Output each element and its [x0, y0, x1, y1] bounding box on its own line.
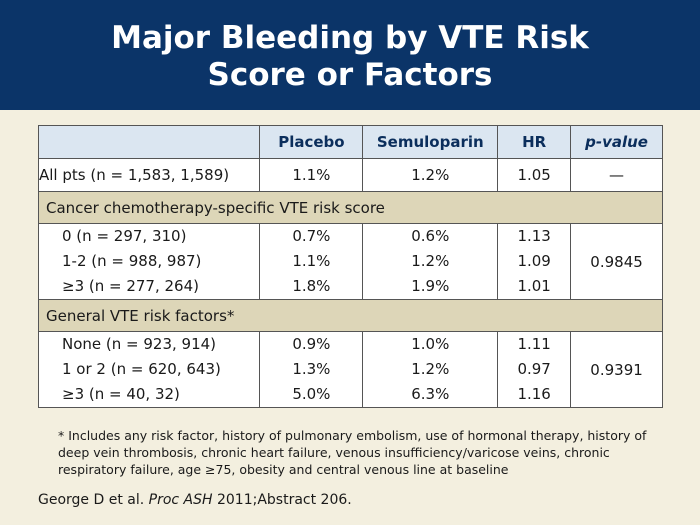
row-label: 1-2 (n = 988, 987): [62, 252, 202, 270]
section-header-row: General VTE risk factors*: [38, 299, 663, 332]
hr-cells: 1.11 0.97 1.16: [497, 331, 572, 408]
section-title: General VTE risk factors*: [38, 299, 663, 332]
semuloparin-cell: 1.2%: [362, 158, 499, 192]
semuloparin-value: 1.2%: [411, 360, 450, 378]
row-label: None (n = 923, 914): [62, 335, 217, 353]
placebo-value: 0.9%: [292, 335, 331, 353]
pvalue-cell: 0.9845: [570, 223, 663, 300]
semuloparin-value: 1.2%: [411, 252, 450, 270]
placebo-cells: 0.9% 1.3% 5.0%: [259, 331, 364, 408]
slide-title-line1: Major Bleeding by VTE Risk: [111, 20, 589, 56]
placebo-cells: 0.7% 1.1% 1.8%: [259, 223, 364, 300]
hr-cells: 1.13 1.09 1.01: [497, 223, 572, 300]
slide-title: Major Bleeding by VTE Risk Score or Fact…: [0, 0, 700, 110]
row-label: All pts (n = 1,583, 1,589): [37, 158, 261, 192]
hr-value: 1.11: [517, 335, 551, 353]
semuloparin-value: 1.9%: [411, 277, 450, 295]
slide-title-line2: Score or Factors: [207, 57, 493, 93]
citation: George D et al. Proc ASH 2011;Abstract 2…: [38, 492, 352, 508]
citation-authors: George D et al.: [38, 492, 149, 508]
semuloparin-value: 6.3%: [411, 385, 450, 403]
table-row-all: All pts (n = 1,583, 1,589) 1.1% 1.2% 1.0…: [37, 158, 663, 192]
row-label: ≥3 (n = 40, 32): [62, 385, 180, 403]
header-placebo: Placebo: [259, 125, 364, 159]
placebo-cell: 1.1%: [259, 158, 364, 192]
row-labels: None (n = 923, 914) 1 or 2 (n = 620, 643…: [37, 331, 261, 408]
row-label: 1 or 2 (n = 620, 643): [62, 360, 221, 378]
placebo-value: 1.8%: [292, 277, 331, 295]
hr-value: 1.16: [517, 385, 551, 403]
semuloparin-cells: 1.0% 1.2% 6.3%: [362, 331, 499, 408]
row-labels: 0 (n = 297, 310) 1-2 (n = 988, 987) ≥3 (…: [37, 223, 261, 300]
placebo-value: 1.1%: [292, 252, 331, 270]
semuloparin-value: 1.0%: [411, 335, 450, 353]
row-label: ≥3 (n = 277, 264): [62, 277, 199, 295]
hr-value: 1.09: [517, 252, 551, 270]
placebo-value: 1.3%: [292, 360, 331, 378]
footnote: * Includes any risk factor, history of p…: [58, 428, 647, 477]
semuloparin-value: 0.6%: [411, 227, 450, 245]
hr-value: 1.13: [517, 227, 551, 245]
placebo-value: 5.0%: [292, 385, 331, 403]
hr-cell: 1.05: [497, 158, 572, 192]
hr-value: 1.01: [517, 277, 551, 295]
citation-detail: 2011;Abstract 206.: [212, 492, 352, 508]
pvalue-cell: 0.9391: [570, 331, 663, 408]
header-empty: [37, 125, 261, 159]
header-pvalue: p-value: [570, 125, 663, 159]
table-header-row: Placebo Semuloparin HR p-value: [37, 125, 663, 159]
row-label: 0 (n = 297, 310): [62, 227, 187, 245]
semuloparin-cells: 0.6% 1.2% 1.9%: [362, 223, 499, 300]
section-title: Cancer chemotherapy-specific VTE risk sc…: [38, 191, 663, 224]
hr-value: 0.97: [517, 360, 551, 378]
table-row-group: 0 (n = 297, 310) 1-2 (n = 988, 987) ≥3 (…: [37, 223, 663, 300]
table-row-group: None (n = 923, 914) 1 or 2 (n = 620, 643…: [37, 331, 663, 408]
header-semuloparin: Semuloparin: [362, 125, 499, 159]
citation-journal: Proc ASH: [148, 492, 213, 508]
section-header-row: Cancer chemotherapy-specific VTE risk sc…: [38, 191, 663, 224]
pvalue-cell: —: [570, 158, 663, 192]
results-table: Placebo Semuloparin HR p-value All pts (…: [37, 125, 663, 408]
header-hr: HR: [497, 125, 572, 159]
placebo-value: 0.7%: [292, 227, 331, 245]
